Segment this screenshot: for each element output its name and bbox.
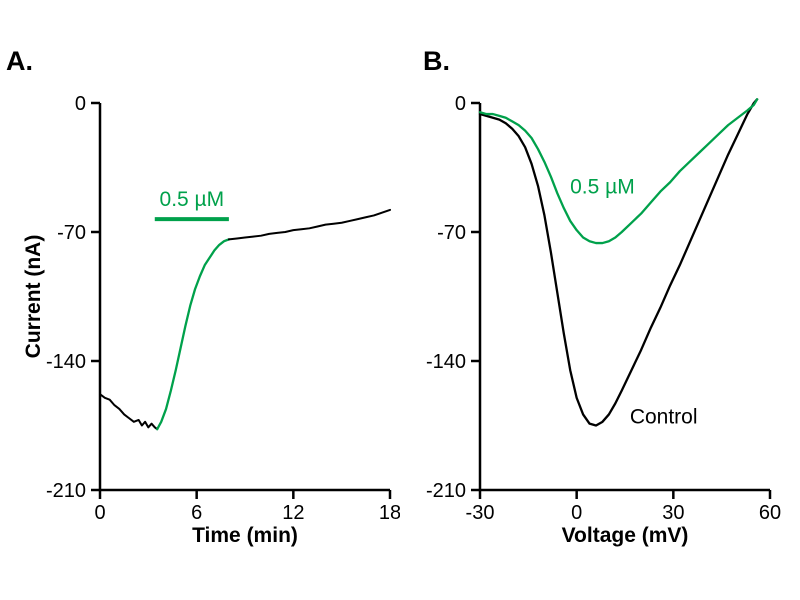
series-baseline-control (99, 393, 159, 431)
y-axis-title: Current (nA) (22, 235, 45, 359)
annotation-text: 0.5 µM (570, 175, 635, 198)
time-course-chart: 0 6 12 18 0 -70 -140 -210 Time (min) Current (nA)… (22, 93, 400, 547)
annotation-text: 0.5 µM (160, 188, 225, 211)
panel-b-label: B. (423, 46, 450, 76)
x-tick-label: 0 (94, 502, 105, 524)
x-tick-label: 6 (191, 502, 202, 524)
x-tick-label: 12 (282, 502, 304, 524)
x-axis-title: Time (min) (192, 524, 298, 547)
x-tick-label: 60 (759, 502, 781, 524)
y-tick-label: -140 (426, 351, 466, 373)
series-control (478, 98, 759, 427)
y-tick-label: -70 (437, 222, 466, 244)
y-tick-label: -70 (57, 222, 86, 244)
x-axis-title: Voltage (mV) (562, 524, 689, 547)
annotation-text: Control (630, 406, 698, 429)
series-drug-wash-in-0.5uM (156, 238, 231, 431)
y-tick-label: -210 (426, 480, 466, 502)
y-tick-label: 0 (455, 93, 466, 115)
y-tick-label: -140 (46, 351, 86, 373)
x-tick-label: 30 (662, 502, 684, 524)
panel-a-label: A. (6, 46, 33, 76)
y-tick-label: -210 (46, 480, 86, 502)
series-0.5uM (478, 98, 759, 245)
series-post-drug (227, 208, 391, 241)
x-tick-label: 0 (571, 502, 582, 524)
y-tick-label: 0 (75, 93, 86, 115)
iv-curve-chart: -30 0 30 60 0 -70 -140 -210 Voltage (mV) 0.5 µM Co… (426, 93, 781, 547)
x-tick-label: 18 (379, 502, 400, 524)
x-tick-label: -30 (466, 502, 495, 524)
